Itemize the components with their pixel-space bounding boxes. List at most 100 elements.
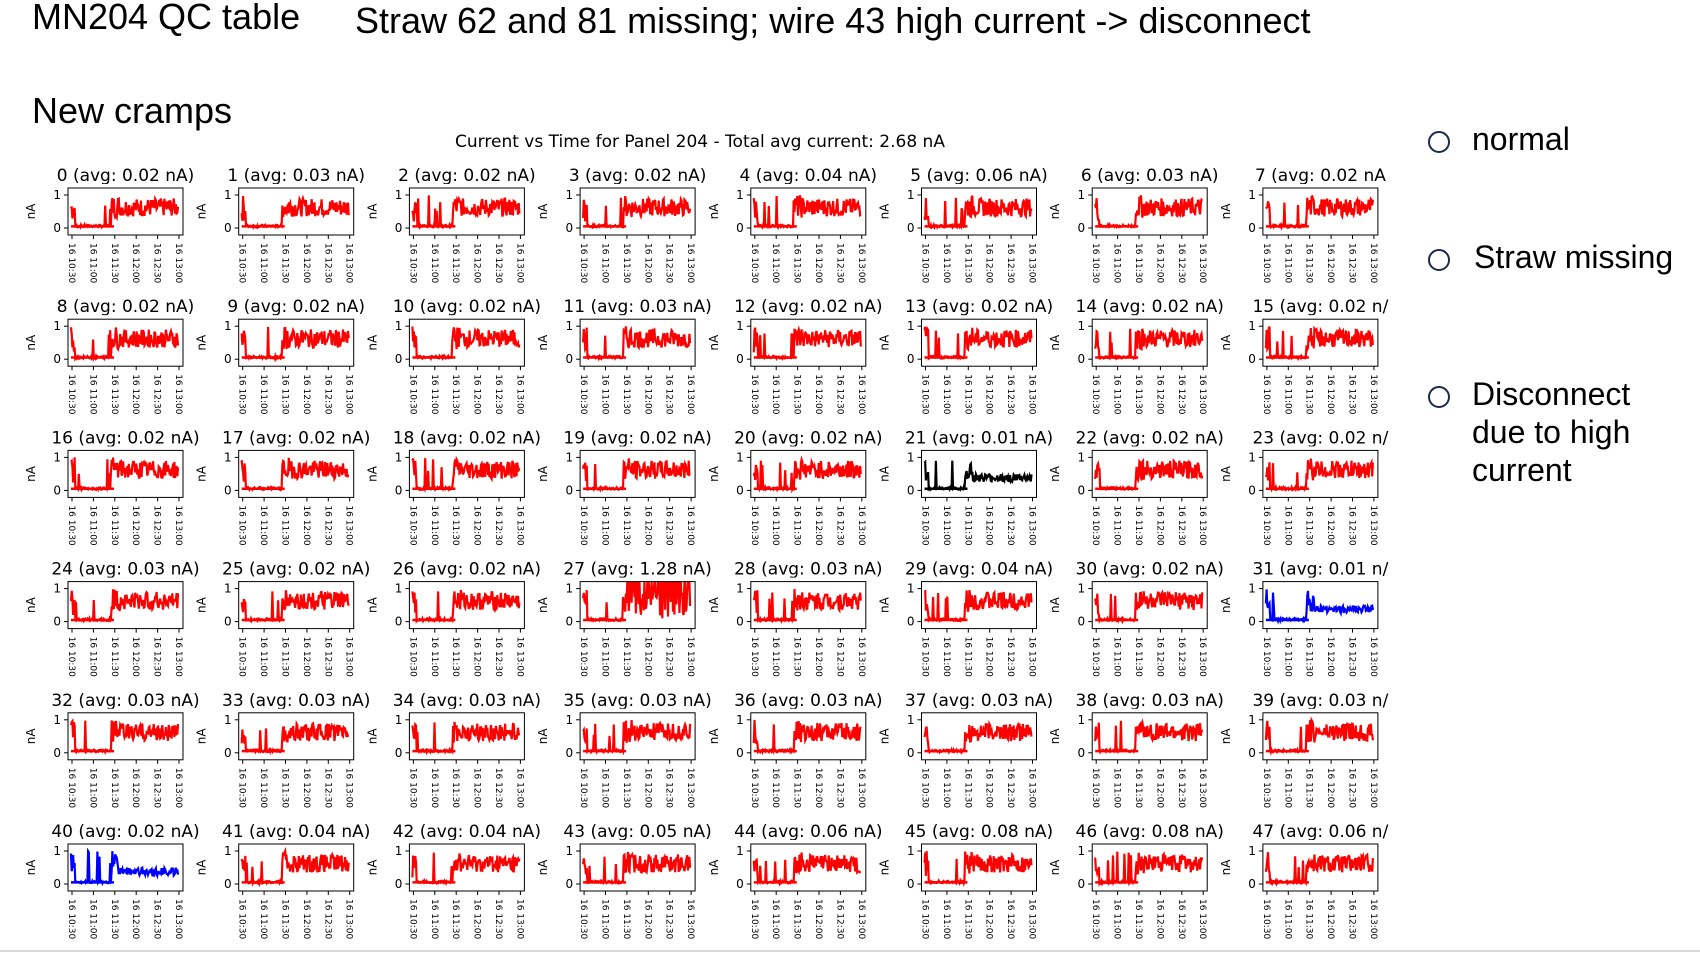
x-tick-label: 16 10:30 [920,637,930,678]
x-tick-label: 16 10:30 [237,768,247,809]
x-tick-label: 16 11:30 [621,899,631,940]
subplot-title: 20 (avg: 0.02 nA) [734,428,882,448]
subplot-title: 21 (avg: 0.01 nA) [905,428,1053,448]
x-tick-label: 16 11:30 [1133,505,1143,546]
x-tick-label: 16 12:00 [813,243,823,284]
y-tick-label: 0 [1248,352,1256,366]
x-tick-label: 16 11:00 [1282,637,1292,678]
y-tick-label: 0 [907,615,915,629]
clip-mask [236,708,356,713]
subplot-45: 45 (avg: 0.08 nA) nA 1 0 16 10:30 16 11:00 16 … [878,822,1054,940]
x-tick-label: 16 11:00 [941,505,951,546]
x-tick-label: 16 11:30 [621,243,631,284]
plot-frame [408,449,525,498]
x-tick-label: 16 12:30 [1176,374,1186,415]
y-tick-label: 1 [1078,450,1086,464]
series-line [1264,589,1374,625]
x-tick-label: 16 12:30 [1176,243,1186,284]
clip-mask [1260,840,1380,844]
x-tick-label: 16 12:00 [301,899,311,940]
y-axis-label: nA [707,728,721,745]
plot-frame [579,449,696,498]
plot-frame [921,449,1037,498]
legend-label-disconnect: Disconnect due to high current [1472,376,1631,488]
clip-mask [578,446,698,451]
subplot-title: 28 (avg: 0.03 nA) [734,560,882,580]
plot-frame [1262,712,1379,761]
x-tick-label: 16 13:00 [344,899,354,940]
x-tick-label: 16 12:30 [664,637,674,678]
y-tick-label: 1 [224,582,232,596]
subplot-46: 46 (avg: 0.08 nA) nA 1 0 16 10:30 16 11:00 16 … [1048,822,1224,940]
y-axis-label: nA [1219,859,1233,876]
series-line [240,719,350,756]
subplot-title: 9 (avg: 0.02 nA) [227,297,365,317]
subplot-10: 10 (avg: 0.02 nA) nA 1 0 16 10:30 16 11:00 16 … [365,297,541,415]
plot-frame [750,843,867,892]
subplot-title: 36 (avg: 0.03 nA) [734,691,882,711]
clip-mask [748,446,868,451]
clip-mask [748,315,868,320]
series-line [752,455,862,494]
y-axis-label: nA [1048,859,1062,876]
x-tick-label: 16 10:30 [578,899,588,940]
y-axis-label: nA [1048,596,1062,613]
subplot-title: 3 (avg: 0.02 nA) [569,166,707,186]
plot-frame [579,187,696,236]
subplot-title: 47 (avg: 0.06 n/ [1252,822,1388,842]
y-axis-label: nA [878,728,892,745]
plot-frame [1091,187,1208,236]
y-axis-label: nA [365,728,379,745]
x-tick-label: 16 11:30 [962,374,972,415]
x-tick-label: 16 12:00 [813,374,823,415]
clip-mask [578,708,698,713]
x-tick-label: 16 10:30 [920,899,930,940]
y-tick-label: 1 [1248,582,1256,596]
x-tick-label: 16 12:00 [301,243,311,284]
y-axis-label: nA [1048,465,1062,482]
y-tick-label: 1 [565,319,573,333]
clip-mask [919,840,1039,844]
subplot-title: 27 (avg: 1.28 nA) [563,560,711,580]
series-line [752,195,862,231]
series-line [1264,325,1374,362]
series-line [923,719,1033,755]
x-tick-label: 16 11:00 [770,505,780,546]
x-tick-label: 16 11:30 [450,505,460,546]
y-axis-label: nA [707,859,721,876]
clip-mask [578,184,698,188]
x-tick-label: 16 12:00 [472,243,482,284]
x-tick-label: 16 12:30 [834,374,844,415]
y-axis-label: nA [365,596,379,613]
x-tick-label: 16 12:30 [152,374,162,415]
y-tick-label: 0 [565,877,573,891]
y-axis-label: nA [195,596,209,613]
subplot-18: 18 (avg: 0.02 nA) nA 1 0 16 10:30 16 11:00 16 … [365,428,541,546]
x-tick-label: 16 13:00 [1197,768,1207,809]
x-tick-label: 16 12:00 [1154,768,1164,809]
x-tick-label: 16 10:30 [407,899,417,940]
clip-mask [1090,840,1210,844]
y-tick-label: 0 [736,221,744,235]
x-tick-label: 16 12:30 [493,374,503,415]
x-tick-label: 16 13:00 [344,768,354,809]
subplot-32: 32 (avg: 0.03 nA) nA 1 0 16 10:30 16 11:00 16 … [24,691,200,809]
x-tick-label: 16 12:00 [813,637,823,678]
x-tick-label: 16 12:30 [322,637,332,678]
x-tick-label: 16 10:30 [407,768,417,809]
plot-frame [750,712,867,761]
x-tick-label: 16 12:30 [493,768,503,809]
black-dot-icon [1428,386,1450,408]
plot-frame [579,712,696,761]
x-tick-label: 16 11:30 [280,768,290,809]
x-tick-label: 16 13:00 [1027,374,1037,415]
series-line [1094,718,1204,755]
series-line [70,457,180,493]
x-tick-label: 16 11:30 [621,374,631,415]
x-tick-label: 16 11:30 [1133,899,1143,940]
x-tick-label: 16 12:30 [664,899,674,940]
x-tick-label: 16 12:00 [1154,374,1164,415]
x-tick-label: 16 13:00 [856,243,866,284]
subplot-title: 26 (avg: 0.02 nA) [393,560,541,580]
plot-frame [921,581,1037,630]
